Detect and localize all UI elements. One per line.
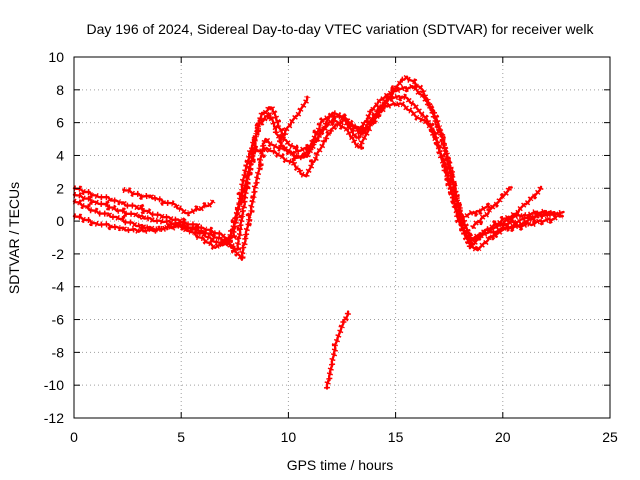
series-arc-6 — [276, 95, 311, 144]
x-tick-label: 10 — [281, 429, 297, 445]
x-tick-label: 25 — [602, 429, 618, 445]
series-markers — [500, 185, 544, 226]
series-layer — [72, 71, 565, 390]
y-tick-label: -8 — [52, 344, 65, 360]
series-arc-10 — [323, 310, 352, 390]
series-arc-5 — [122, 186, 216, 217]
series-line — [122, 188, 215, 215]
y-tick-label: -10 — [44, 377, 64, 393]
y-tick-label: -2 — [52, 246, 65, 262]
series-markers — [73, 71, 565, 269]
x-tick-label: 0 — [70, 429, 78, 445]
chart-title: Day 196 of 2024, Sidereal Day-to-day VTE… — [86, 21, 594, 37]
y-tick-label: -12 — [44, 410, 64, 426]
plot-frame — [73, 56, 611, 419]
series-line — [278, 95, 309, 144]
series-arc-8 — [500, 185, 544, 226]
x-tick-label: 20 — [495, 429, 511, 445]
y-tick-label: -4 — [52, 279, 65, 295]
series-markers — [470, 184, 513, 230]
x-tick-label: 15 — [388, 429, 404, 445]
y-tick-label: 2 — [56, 180, 64, 196]
series-markers — [73, 99, 558, 258]
y-axis-title: SDTVAR / TECUs — [6, 182, 22, 294]
series-arc-4 — [72, 99, 558, 258]
y-tick-label: -6 — [52, 312, 65, 328]
x-axis-title: GPS time / hours — [287, 457, 394, 473]
series-line — [325, 310, 350, 390]
y-tick-label: 0 — [56, 213, 64, 229]
x-tick-label: 5 — [177, 429, 185, 445]
series-markers — [73, 82, 564, 254]
y-tick-label: 4 — [56, 147, 64, 163]
grid-layer — [74, 57, 610, 418]
series-line — [465, 204, 491, 218]
y-tick-label: 8 — [56, 82, 64, 98]
tick-layer: 0 5 10 15 20 25 -12 -10 -8 -6 -4 -2 0 2 4 6 8 10 — [44, 49, 618, 445]
y-tick-label: 10 — [48, 49, 64, 65]
y-tick-label: 6 — [56, 115, 64, 131]
series-arc-9 — [464, 202, 492, 219]
series-arc-7 — [470, 184, 513, 230]
